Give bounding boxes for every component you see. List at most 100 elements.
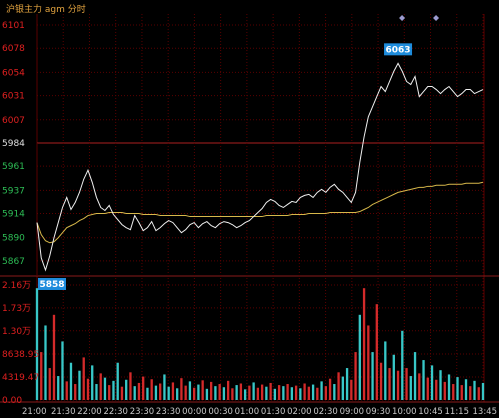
volume-bar <box>133 386 136 400</box>
volume-bar <box>91 365 94 400</box>
event-markers[interactable] <box>399 15 440 21</box>
price-panel[interactable]: 6101 6078 6054 6031 6007 5984 5961 5937 5914 5890… <box>2 15 484 290</box>
price-badge-label: 5858 <box>39 280 64 290</box>
time-tick-label: 13:45 <box>473 407 498 417</box>
volume-bar <box>201 380 204 400</box>
event-marker-icon[interactable] <box>433 15 440 21</box>
volume-bar <box>197 384 200 400</box>
volume-bar <box>82 357 85 400</box>
volume-bar <box>354 352 357 400</box>
volume-bar <box>231 388 234 400</box>
volume-bar <box>188 381 192 400</box>
volume-bar <box>209 381 213 400</box>
volume-bar <box>316 387 319 400</box>
price-tick-label: 5890 <box>2 234 25 244</box>
volume-bar <box>307 386 311 400</box>
volume-bar <box>40 352 43 400</box>
time-tick-label: 09:30 <box>366 407 391 417</box>
event-marker-icon[interactable] <box>399 15 406 21</box>
time-tick-label: 10:45 <box>418 407 443 417</box>
time-tick-label: 23:30 <box>130 407 155 417</box>
volume-bar <box>384 341 387 400</box>
volume-bar <box>396 370 400 400</box>
volume-bar <box>405 368 408 400</box>
volume-bar <box>379 362 383 400</box>
volume-bar <box>277 385 281 400</box>
volume-tick-label: 0.00 <box>2 396 22 406</box>
volume-bar <box>430 365 434 400</box>
volume-bars <box>35 288 485 400</box>
volume-bar <box>286 384 289 400</box>
volume-bar <box>345 368 349 400</box>
volume-bar <box>422 360 425 400</box>
volume-bar <box>205 388 209 400</box>
volume-bar <box>35 288 39 400</box>
volume-bar <box>112 380 115 400</box>
volume-bar <box>214 386 217 400</box>
volume-bar <box>103 377 107 400</box>
time-tick-label: 02:00 <box>287 407 312 417</box>
price-tick-label: 6031 <box>2 92 25 102</box>
price-tick-label: 5984 <box>2 139 25 149</box>
volume-bar <box>392 354 395 400</box>
volume-bar <box>282 386 285 400</box>
volume-tick-label: 2.16万 <box>2 281 31 291</box>
volume-bar <box>460 385 463 400</box>
volume-bar <box>290 387 294 400</box>
volume-bar <box>265 386 268 400</box>
time-tick-label: 10:00 <box>392 407 417 417</box>
volume-bar <box>226 380 230 400</box>
volume-bar <box>74 384 77 400</box>
time-tick-label: 01:00 <box>235 407 260 417</box>
price-tick-label: 6054 <box>2 68 25 78</box>
volume-bar <box>52 314 56 400</box>
time-tick-label: 00:30 <box>208 407 233 417</box>
volume-bar <box>418 373 421 400</box>
price-tick-label: 6007 <box>2 116 25 126</box>
volume-bar <box>333 384 336 400</box>
volume-bar <box>481 382 485 400</box>
price-tick-label: 5867 <box>2 257 25 267</box>
volume-panel[interactable]: 2.16万 1.73万 1.30万 8638.95 4319.47 0.00 <box>2 281 485 406</box>
volume-bar <box>176 388 179 400</box>
volume-bar <box>388 368 391 400</box>
volume-bar <box>243 389 247 400</box>
volume-bar <box>341 376 344 400</box>
time-axis-labels: 21:00 21:30 22:00 22:30 23:30 23:30 00:00 00:30… <box>22 407 497 417</box>
volume-bar <box>248 385 251 400</box>
volume-bar <box>256 387 260 400</box>
volume-bar <box>311 384 315 400</box>
volume-bar <box>324 386 327 400</box>
volume-bar <box>193 387 196 400</box>
price-badge: 5858 <box>38 278 66 290</box>
average-price-line <box>36 181 484 244</box>
volume-bar <box>320 381 323 400</box>
volume-bar <box>456 377 459 400</box>
time-tick-label: 21:30 <box>51 407 76 417</box>
volume-bar <box>303 383 306 400</box>
time-tick-label: 01:30 <box>261 407 286 417</box>
volume-bar <box>299 388 302 400</box>
volume-bar <box>375 304 378 400</box>
volume-bar <box>337 372 340 400</box>
volume-bar <box>439 370 442 400</box>
volume-bar <box>371 352 374 400</box>
volume-bar <box>367 325 370 400</box>
volume-bar <box>239 383 243 400</box>
volume-bar <box>154 385 158 400</box>
volume-bar <box>218 384 221 400</box>
volume-bar <box>184 385 187 400</box>
volume-bar <box>78 370 81 400</box>
volume-bar <box>294 385 298 400</box>
price-annotations: 6063 5858 <box>38 43 413 290</box>
volume-bar <box>413 352 417 400</box>
volume-bar <box>167 386 170 400</box>
volume-bar <box>171 382 175 400</box>
volume-bar <box>362 288 366 400</box>
volume-bar <box>401 330 404 400</box>
volume-bar <box>409 376 412 400</box>
price-badge: 6063 <box>384 43 413 56</box>
volume-bar <box>180 378 183 400</box>
